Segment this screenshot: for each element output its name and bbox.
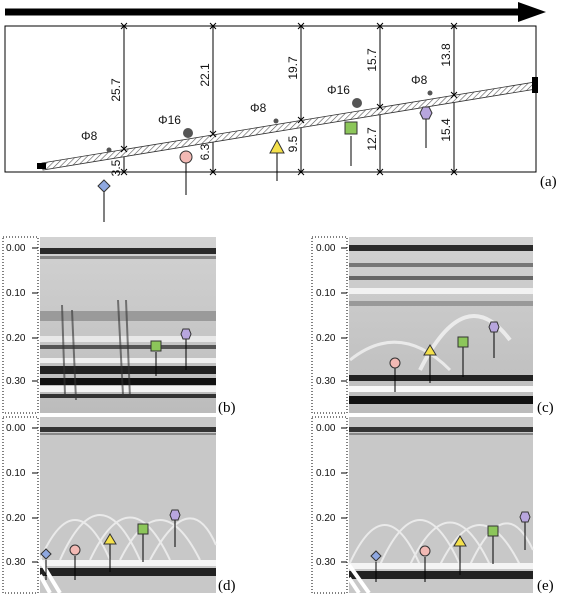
depth-top-1: 25.7	[109, 78, 123, 102]
ticks-c: 0.00 0.10 0.20 0.30	[316, 243, 347, 387]
svg-text:0.30: 0.30	[6, 557, 26, 568]
circle-marker-c	[389, 357, 401, 369]
rebar-label-2: Φ16	[158, 113, 181, 127]
svg-text:0.10: 0.10	[316, 288, 336, 299]
depth-bottom-3: 9.5	[286, 135, 300, 152]
hyperbolas-d	[39, 514, 217, 561]
square-marker	[344, 121, 358, 135]
hexagon-marker-e	[519, 511, 531, 523]
depth-labels-bottom: 3.5 6.3 9.5 12.7 15.4	[109, 118, 453, 176]
svg-text:0.30: 0.30	[316, 557, 336, 568]
svg-text:0.20: 0.20	[6, 513, 26, 524]
radargram-d: 0.00 0.10 0.20 0.30 (d)	[2, 416, 236, 595]
radargram-b: 0.00 0.10 0.20 0.30 (b)	[2, 236, 236, 416]
svg-text:0.30: 0.30	[6, 376, 26, 387]
svg-text:0.20: 0.20	[316, 513, 336, 524]
panel-label-c: (c)	[537, 400, 554, 416]
diamond-marker-e	[370, 550, 382, 562]
svg-text:0.20: 0.20	[316, 333, 336, 344]
rebar-label-4: Φ16	[327, 83, 350, 97]
hexagon-marker-c	[488, 321, 500, 333]
svg-text:0.10: 0.10	[316, 468, 336, 479]
svg-text:0.00: 0.00	[316, 423, 336, 434]
svg-text:0.00: 0.00	[6, 423, 26, 434]
panel-label-d: (d)	[218, 578, 236, 594]
inclined-rebar	[37, 77, 538, 171]
depth-labels-top: 25.7 22.1 19.7 15.7 13.8	[109, 43, 453, 102]
svg-text:0.30: 0.30	[316, 376, 336, 387]
panel-label-b: (b)	[218, 400, 236, 416]
radargram-e: 0.00 0.10 0.20 0.30 (e)	[311, 416, 554, 595]
svg-text:0.10: 0.10	[6, 468, 26, 479]
ticks-e: 0.00 0.10 0.20 0.30	[316, 423, 347, 568]
rebar-label-3: Φ8	[250, 101, 267, 115]
rebars: Φ8 Φ16 Φ8 Φ16 Φ8	[81, 73, 433, 153]
depth-bottom-1: 3.5	[109, 159, 123, 176]
circle-marker-d	[69, 544, 81, 556]
hexagon-marker	[419, 106, 433, 120]
rebar-label-1: Φ8	[81, 129, 98, 143]
svg-text:0.20: 0.20	[6, 333, 26, 344]
triangle-marker-d	[103, 533, 117, 545]
radargram-c: 0.00 0.10 0.20 0.30 (c)	[311, 236, 554, 416]
diamond-marker	[97, 179, 111, 193]
ticks-d: 0.00 0.10 0.20 0.30	[6, 423, 38, 568]
square-marker-e	[487, 525, 499, 537]
depth-top-4: 15.7	[365, 48, 379, 72]
depth-top-3: 19.7	[286, 56, 300, 80]
triangle-marker	[269, 138, 285, 154]
triangle-marker-e	[453, 535, 467, 547]
rebar-label-5: Φ8	[411, 73, 428, 87]
depth-top-5: 13.8	[439, 43, 453, 67]
svg-text:0.00: 0.00	[6, 243, 26, 254]
square-marker-d	[137, 523, 149, 535]
panel-label-e: (e)	[537, 578, 554, 594]
circle-marker	[179, 150, 193, 164]
depth-bottom-4: 12.7	[365, 127, 379, 151]
hexagon-marker-b	[180, 328, 192, 340]
ticks-b: 0.00 0.10 0.20 0.30	[6, 243, 38, 387]
depth-bottom-5: 15.4	[439, 118, 453, 142]
svg-text:0.10: 0.10	[6, 288, 26, 299]
diamond-marker-d	[40, 548, 52, 560]
schematic-markers	[97, 106, 433, 222]
hyperbolas-e	[348, 519, 534, 566]
scan-direction-arrow	[5, 2, 546, 22]
schematic-panel: 25.7 22.1 19.7 15.7 13.8 3.5 6.3 9.5 12.…	[4, 2, 557, 222]
circle-marker-e	[419, 545, 431, 557]
depth-bottom-2: 6.3	[198, 143, 212, 160]
hexagon-marker-d	[169, 509, 181, 521]
svg-text:0.00: 0.00	[316, 243, 336, 254]
triangle-marker-c	[423, 344, 437, 356]
square-marker-c	[457, 336, 469, 348]
square-marker-b	[150, 340, 162, 352]
panel-label-a: (a)	[540, 174, 557, 190]
depth-top-2: 22.1	[198, 63, 212, 87]
